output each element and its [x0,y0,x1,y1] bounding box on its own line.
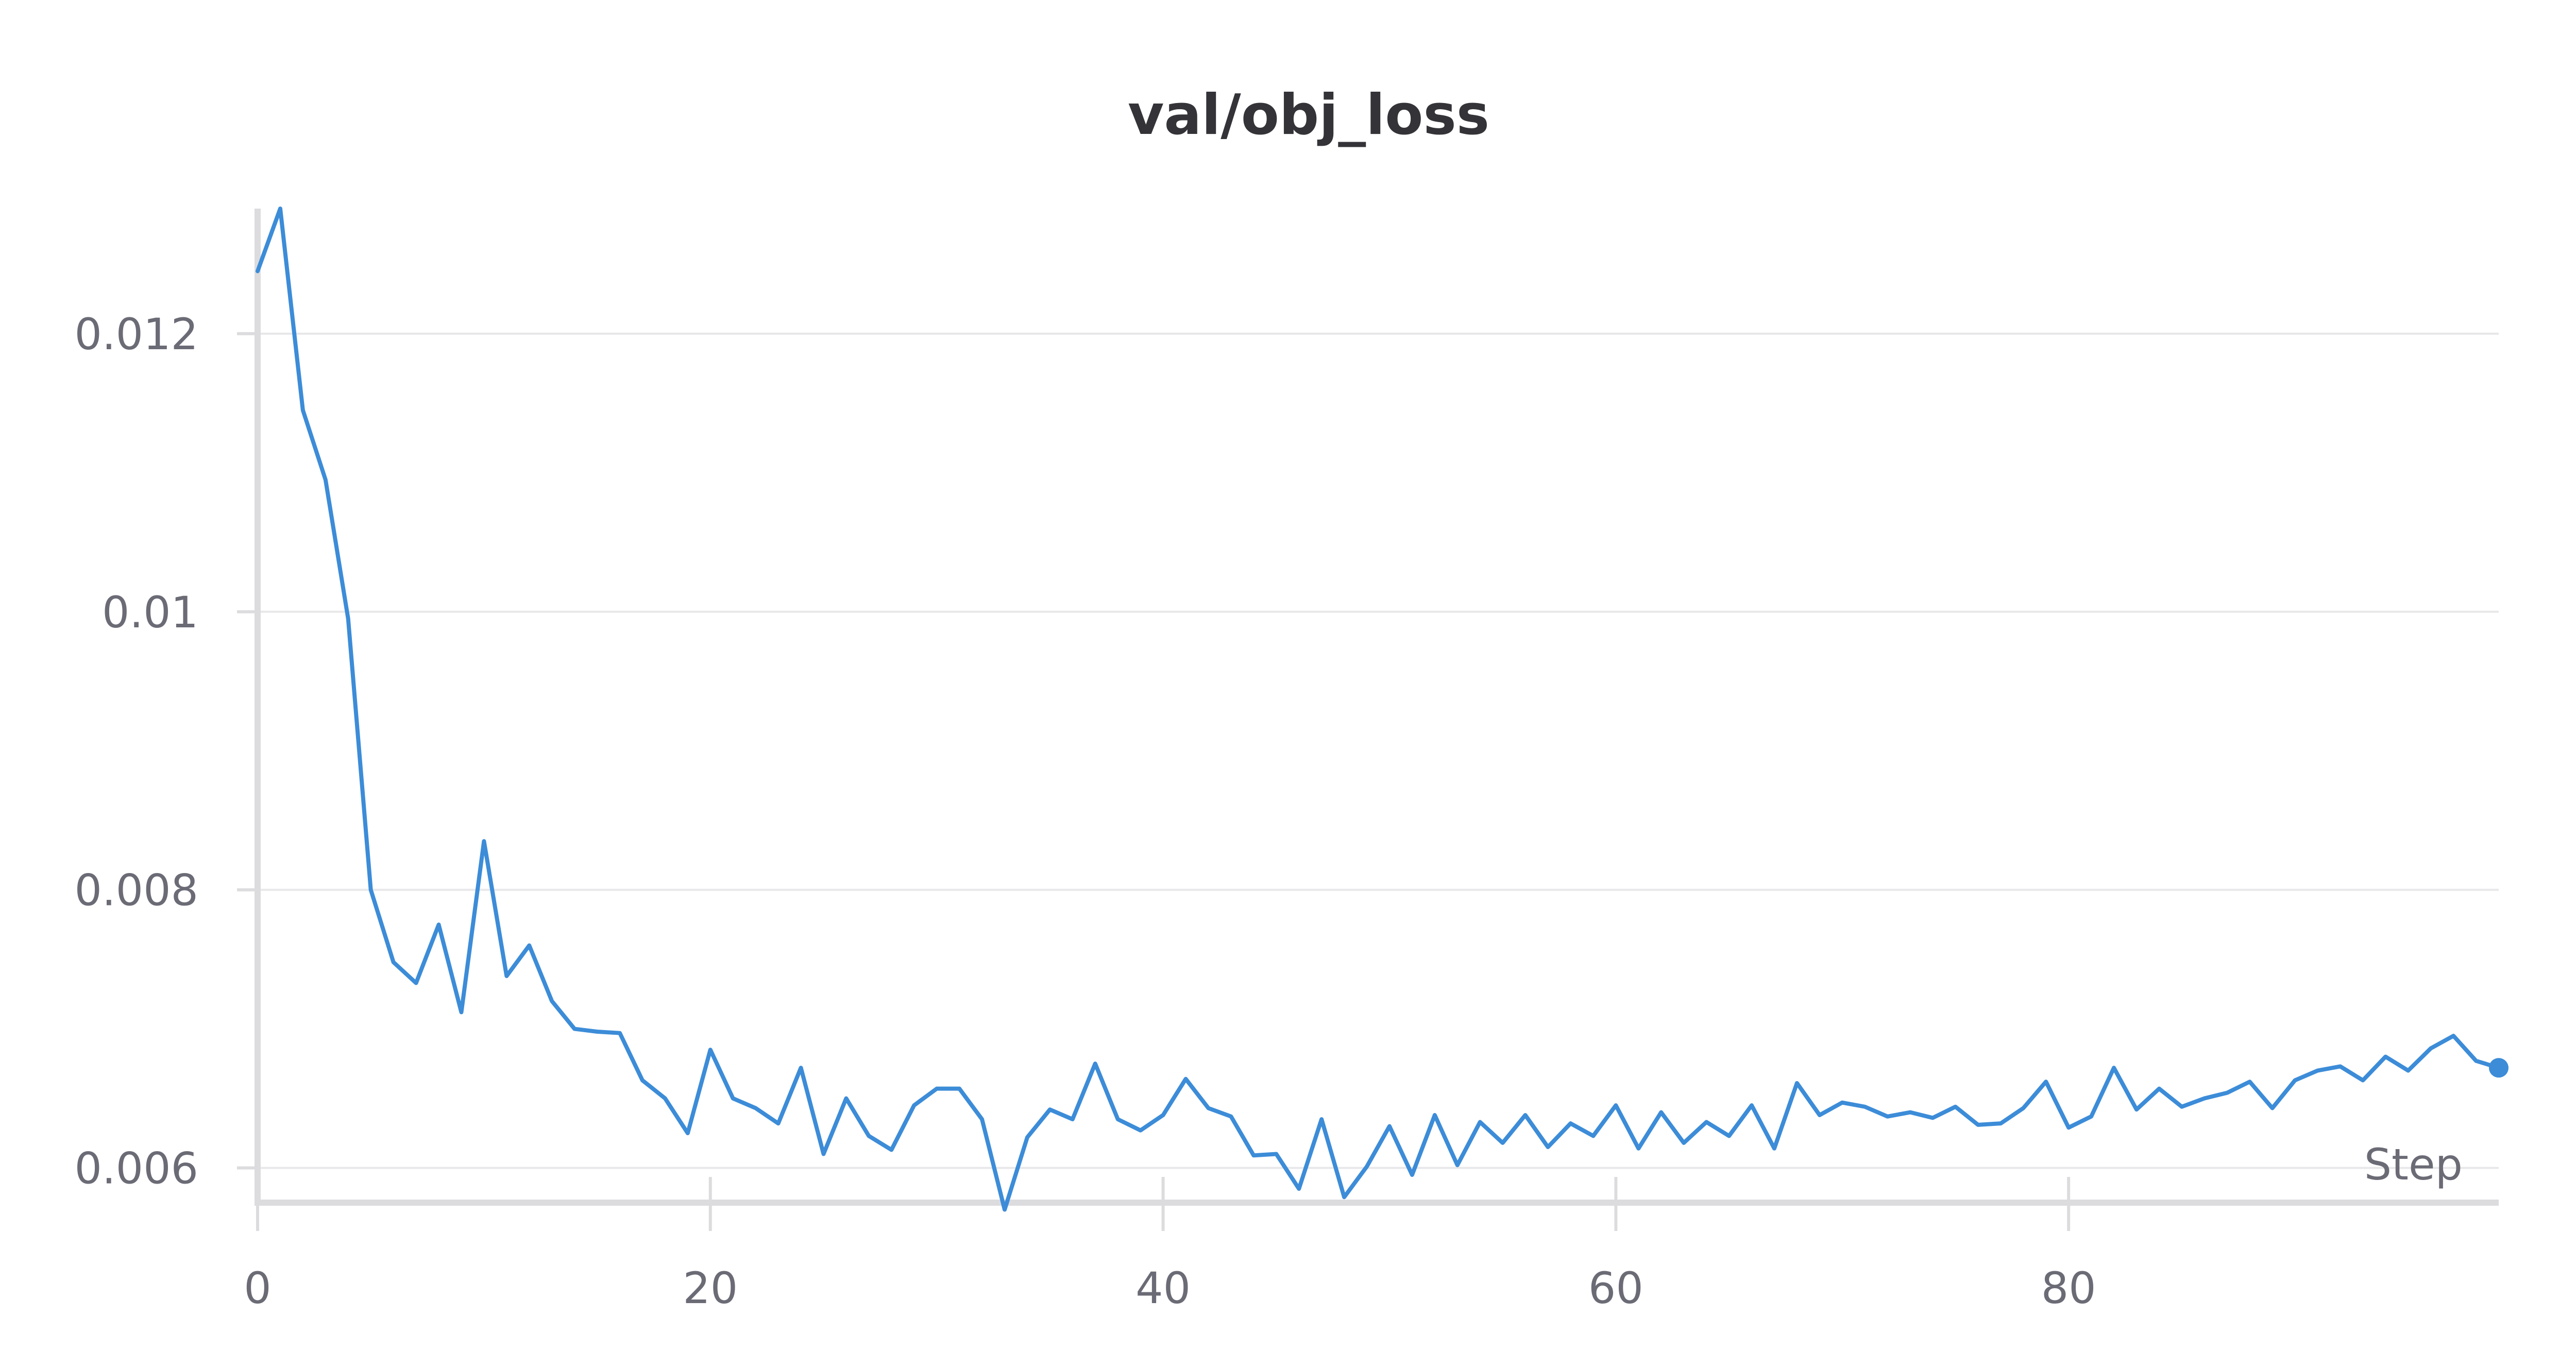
axes [237,209,2499,1231]
x-tick-label: 0 [244,1263,271,1313]
y-tick-label: 0.006 [75,1143,198,1194]
y-tick-label: 0.01 [102,587,198,638]
y-tick-label: 0.008 [75,865,198,916]
gridlines [237,332,2499,1169]
series-layer [256,207,2509,1212]
x-axis-label: Step [2364,1139,2463,1190]
y-tick-label: 0.012 [75,309,198,360]
chart-title: val/obj_loss [1128,83,1489,147]
tick-labels: 0.006 0.008 0.01 0.012 0 20 40 60 80 [75,309,2096,1313]
series-line [256,207,2501,1212]
x-tick-label: 80 [2041,1263,2096,1313]
last-point-marker [2489,1058,2509,1078]
x-tick-label: 20 [683,1263,738,1313]
x-tick-label: 60 [1588,1263,1643,1313]
x-tick-label: 40 [1136,1263,1191,1313]
